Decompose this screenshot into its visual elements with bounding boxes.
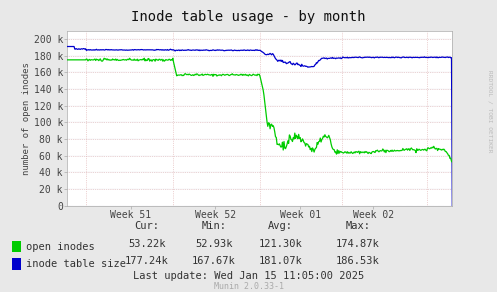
Text: 174.87k: 174.87k xyxy=(336,239,380,249)
Text: Inode table usage - by month: Inode table usage - by month xyxy=(131,10,366,24)
Text: 167.67k: 167.67k xyxy=(192,256,236,266)
Text: 52.93k: 52.93k xyxy=(195,239,233,249)
Text: 121.30k: 121.30k xyxy=(259,239,303,249)
Text: Munin 2.0.33-1: Munin 2.0.33-1 xyxy=(214,282,283,291)
Text: 53.22k: 53.22k xyxy=(128,239,166,249)
Text: Last update: Wed Jan 15 11:05:00 2025: Last update: Wed Jan 15 11:05:00 2025 xyxy=(133,271,364,281)
Y-axis label: number of open inodes: number of open inodes xyxy=(22,62,31,175)
Text: 186.53k: 186.53k xyxy=(336,256,380,266)
Text: Avg:: Avg: xyxy=(268,221,293,231)
Text: 177.24k: 177.24k xyxy=(125,256,168,266)
Text: RRDTOOL / TOBI OETIKER: RRDTOOL / TOBI OETIKER xyxy=(487,70,492,152)
Text: open inodes: open inodes xyxy=(26,242,95,252)
Text: Max:: Max: xyxy=(345,221,370,231)
Text: 181.07k: 181.07k xyxy=(259,256,303,266)
Text: inode table size: inode table size xyxy=(26,259,126,269)
Text: Cur:: Cur: xyxy=(134,221,159,231)
Text: Min:: Min: xyxy=(201,221,226,231)
